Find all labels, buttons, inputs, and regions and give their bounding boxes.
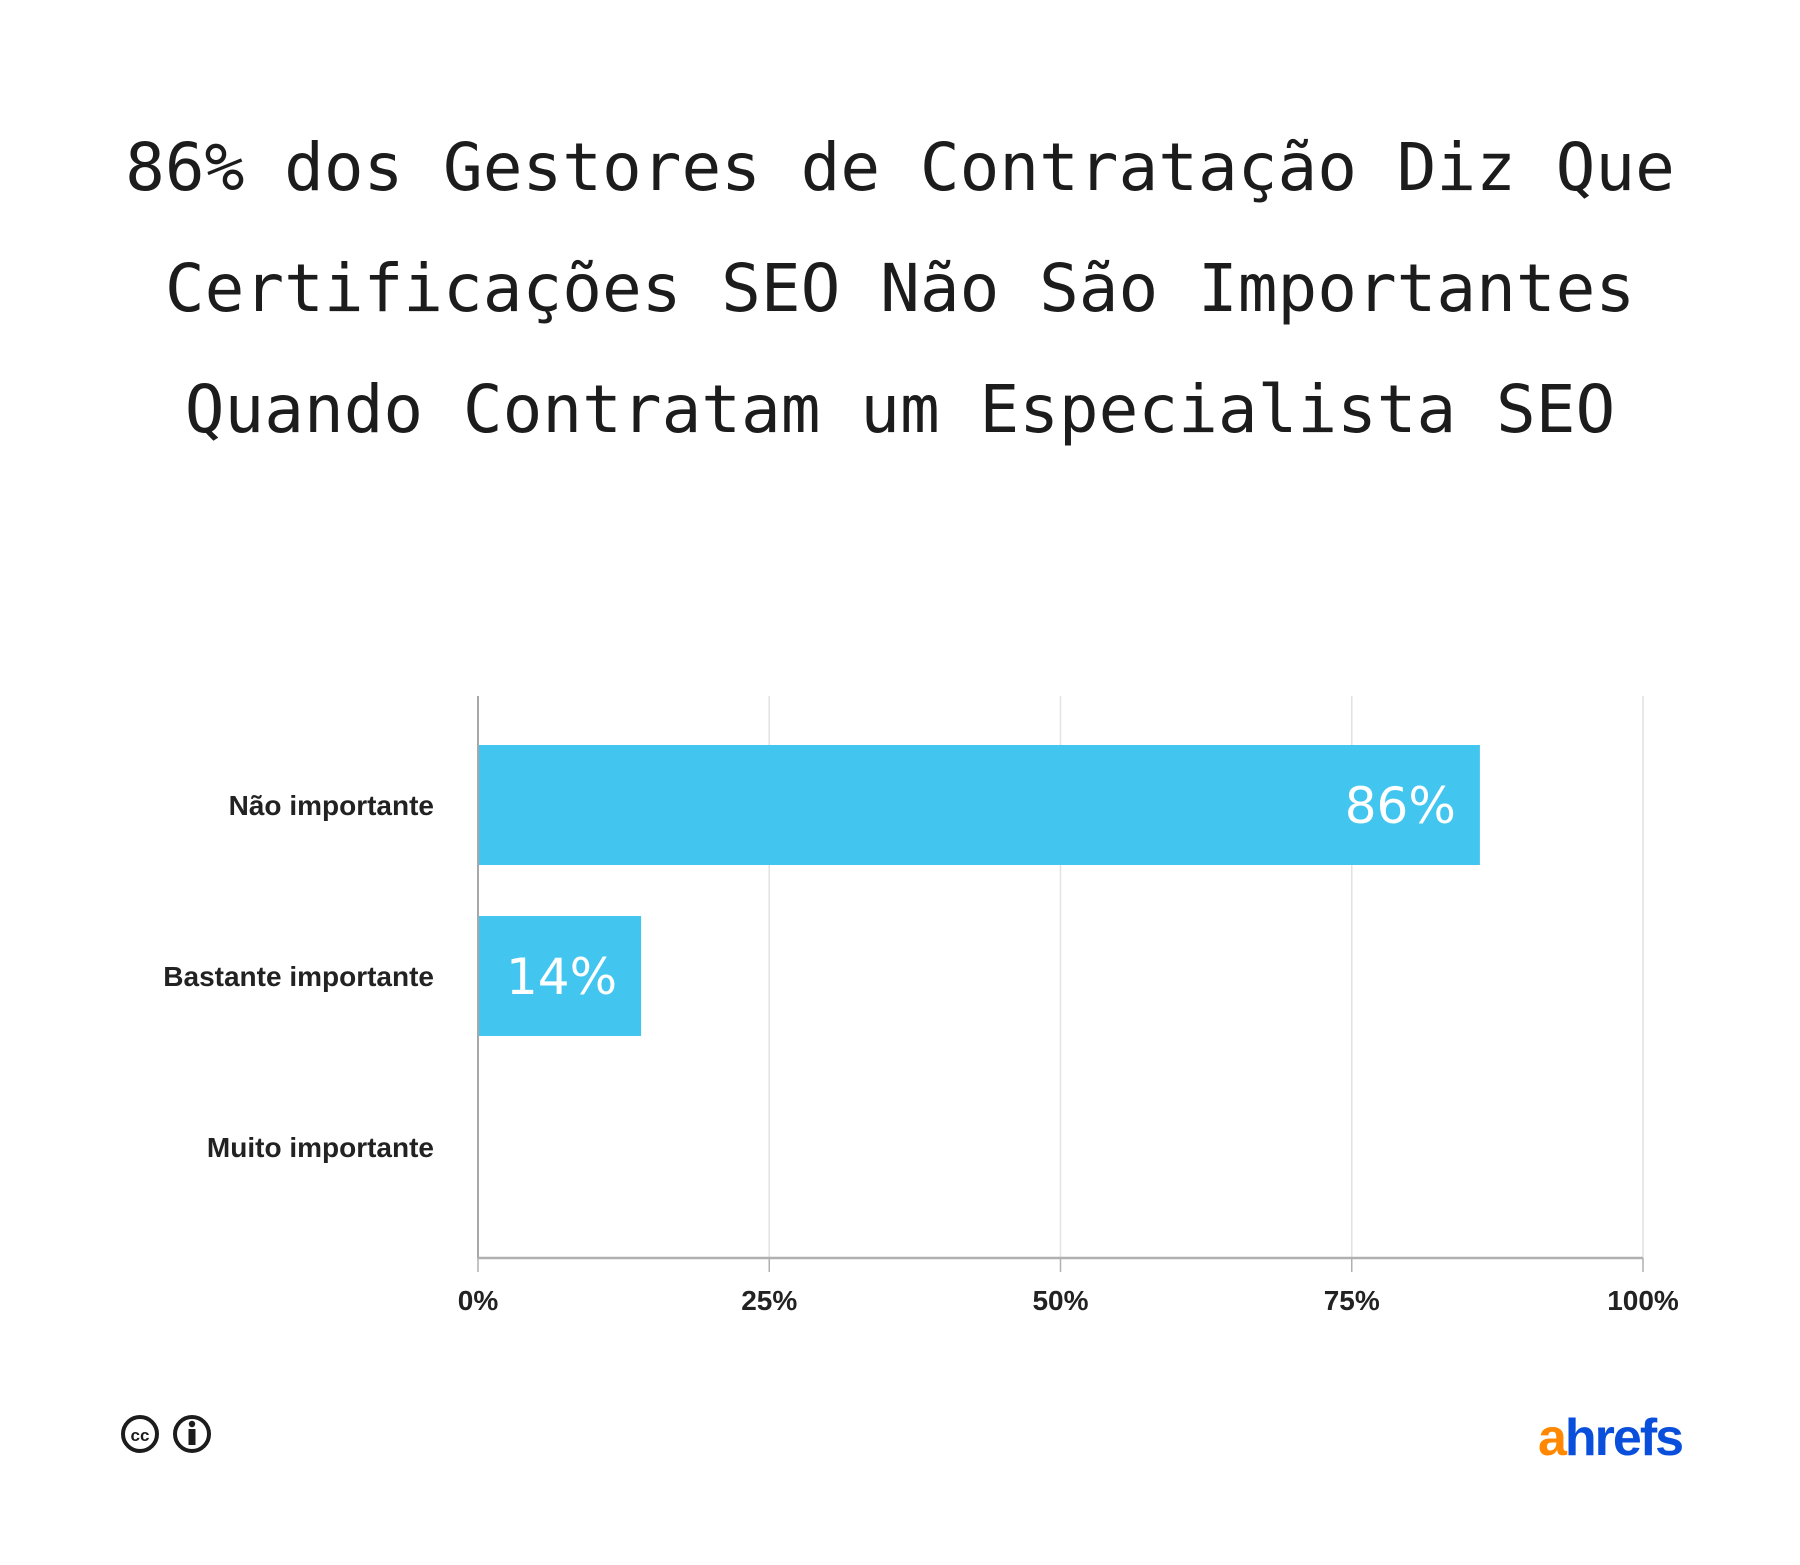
data-label: 14% xyxy=(506,948,617,1006)
x-tick-label: 100% xyxy=(1607,1285,1679,1316)
ahrefs-logo: ahrefs xyxy=(1538,1408,1684,1468)
title-line: Quando Contratam um Especialista SEO xyxy=(184,371,1616,448)
logo-a: a xyxy=(1538,1409,1567,1467)
title-line: 86% dos Gestores de Contratação Diz Que xyxy=(125,129,1675,206)
x-tick-label: 0% xyxy=(458,1285,499,1316)
bar xyxy=(479,916,642,1036)
x-tick-label: 50% xyxy=(1032,1285,1088,1316)
logo-rest: hrefs xyxy=(1564,1409,1684,1467)
category-label: Não importante xyxy=(229,790,434,821)
data-label: 86% xyxy=(1345,777,1456,835)
category-label: Muito importante xyxy=(207,1132,434,1163)
chart-title: 86% dos Gestores de Contratação Diz Que … xyxy=(0,107,1800,470)
category-label: Bastante importante xyxy=(163,961,434,992)
x-tick-label: 75% xyxy=(1324,1285,1380,1316)
title-line: Certificações SEO Não São Importantes xyxy=(164,250,1636,327)
x-tick-label: 25% xyxy=(741,1285,797,1316)
bar xyxy=(479,745,1480,865)
